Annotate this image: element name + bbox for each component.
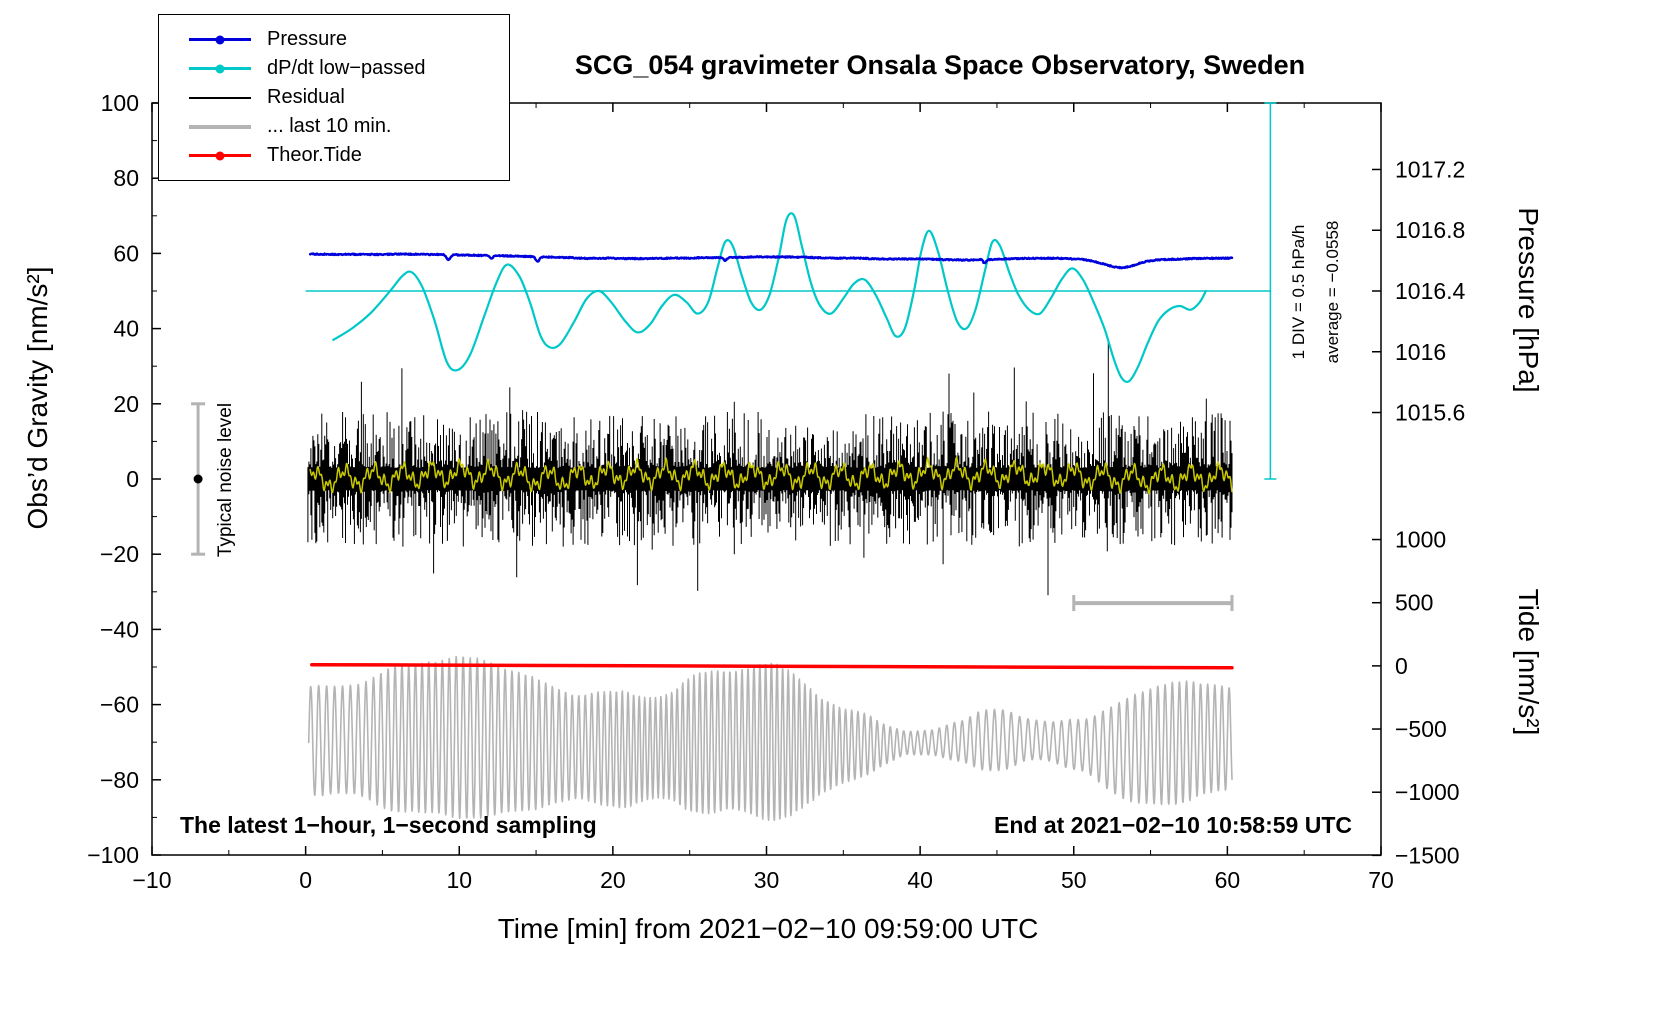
gravity-tick-label: 100 — [101, 90, 139, 116]
gravity-tick-label: −100 — [87, 842, 139, 868]
series-pressure — [308, 252, 1234, 270]
series-residual-band — [307, 339, 1233, 596]
gravity-tick-label: −80 — [100, 767, 139, 793]
x-tick-label: −10 — [132, 867, 171, 893]
legend-item-last10: ... last 10 min. — [189, 112, 509, 141]
y-axis-pressure: 1017.2 1016.8 1016.4 1016 1015.6 — [1372, 156, 1466, 426]
gravity-tick-label: 60 — [113, 240, 139, 266]
tide-tick-label: −1500 — [1395, 842, 1460, 868]
y-axis-label-pressure: Pressure [hPa] — [1513, 207, 1544, 393]
noise-level-dot — [193, 474, 203, 484]
tide-tick-label: −1000 — [1395, 779, 1460, 805]
legend-label-residual: Residual — [267, 86, 345, 108]
tide-tick-label: 0 — [1395, 653, 1408, 679]
series-residual — [307, 339, 1233, 596]
y-axis-tide: 1000 500 0 −500 −1000 −1500 — [1372, 527, 1460, 868]
gravity-tick-label: −40 — [100, 616, 139, 642]
gravity-tick-label: −20 — [100, 541, 139, 567]
series-last10 — [307, 655, 1233, 822]
noise-level-annotation: Typical noise level — [215, 402, 236, 558]
x-axis-label: Time [min] from 2021−02−10 09:59:00 UTC — [497, 913, 1039, 944]
legend-label-dpdt: dP/dt low−passed — [267, 57, 426, 79]
legend: Pressure dP/dt low−passed Residual ... l… — [158, 14, 510, 181]
legend-label-theor-tide: Theor.Tide — [267, 144, 362, 166]
pressure-tick-label: 1015.6 — [1395, 400, 1465, 426]
series-residual-lowpassed — [309, 456, 1233, 495]
div-scale-annotation: 1 DIV = 0.5 hPa/h — [1289, 224, 1308, 360]
tide-tick-label: −500 — [1395, 716, 1447, 742]
y-axis-label-gravity: Obs’d Gravity [nm/s²] — [22, 266, 53, 530]
gravity-tick-label: −60 — [100, 692, 139, 718]
legend-label-pressure: Pressure — [267, 28, 348, 50]
x-tick-label: 40 — [907, 867, 933, 893]
legend-item-pressure: Pressure — [189, 25, 509, 54]
chart-title: SCG_054 gravimeter Onsala Space Observat… — [574, 50, 1306, 80]
sampling-annotation: The latest 1−hour, 1−second sampling — [180, 812, 597, 838]
series-theor-tide — [310, 662, 1234, 670]
gravity-tick-label: 40 — [113, 316, 139, 342]
end-time-annotation: End at 2021−02−10 10:58:59 UTC — [994, 812, 1352, 838]
dpdt-line-icon — [189, 64, 251, 74]
legend-item-residual: Residual — [189, 83, 509, 112]
series-residual-lowpassed-line — [309, 456, 1233, 495]
x-tick-label: 0 — [299, 867, 312, 893]
series-dpdt-line — [332, 212, 1207, 384]
x-tick-label: 70 — [1368, 867, 1394, 893]
x-axis: −10 0 10 20 30 40 50 60 70 — [132, 103, 1394, 893]
series-theor-tide-line — [310, 662, 1234, 670]
gravity-tick-label: 80 — [113, 165, 139, 191]
theor-tide-line-icon — [189, 151, 251, 161]
x-tick-label: 20 — [600, 867, 626, 893]
series-dpdt — [305, 212, 1271, 384]
average-annotation: average = −0.0558 — [1323, 220, 1342, 364]
x-tick-label: 50 — [1061, 867, 1087, 893]
legend-label-last10: ... last 10 min. — [267, 115, 392, 137]
legend-item-dpdt: dP/dt low−passed — [189, 54, 509, 83]
pressure-tick-label: 1016.4 — [1395, 278, 1466, 304]
pressure-tick-label: 1017.2 — [1395, 156, 1465, 182]
tide-tick-label: 1000 — [1395, 527, 1446, 553]
series-pressure-line — [308, 252, 1234, 270]
series-last10-line — [307, 655, 1233, 822]
residual-line-icon — [189, 93, 251, 103]
pressure-tick-label: 1016 — [1395, 339, 1446, 365]
gravity-tick-label: 0 — [126, 466, 139, 492]
y-axis-label-tide: Tide [nm/s²] — [1513, 588, 1544, 736]
pressure-line-icon — [189, 35, 251, 45]
tide-tick-label: 500 — [1395, 590, 1433, 616]
y-axis-gravity: −100 −80 −60 −40 −20 0 20 40 60 80 100 — [87, 90, 161, 868]
gravity-tick-label: 20 — [113, 391, 139, 417]
reference-marks — [191, 102, 1277, 612]
last10-line-icon — [189, 122, 251, 132]
legend-item-theor-tide: Theor.Tide — [189, 141, 509, 170]
x-tick-label: 60 — [1215, 867, 1241, 893]
x-tick-label: 10 — [446, 867, 472, 893]
x-tick-label: 30 — [754, 867, 780, 893]
pressure-tick-label: 1016.8 — [1395, 217, 1465, 243]
